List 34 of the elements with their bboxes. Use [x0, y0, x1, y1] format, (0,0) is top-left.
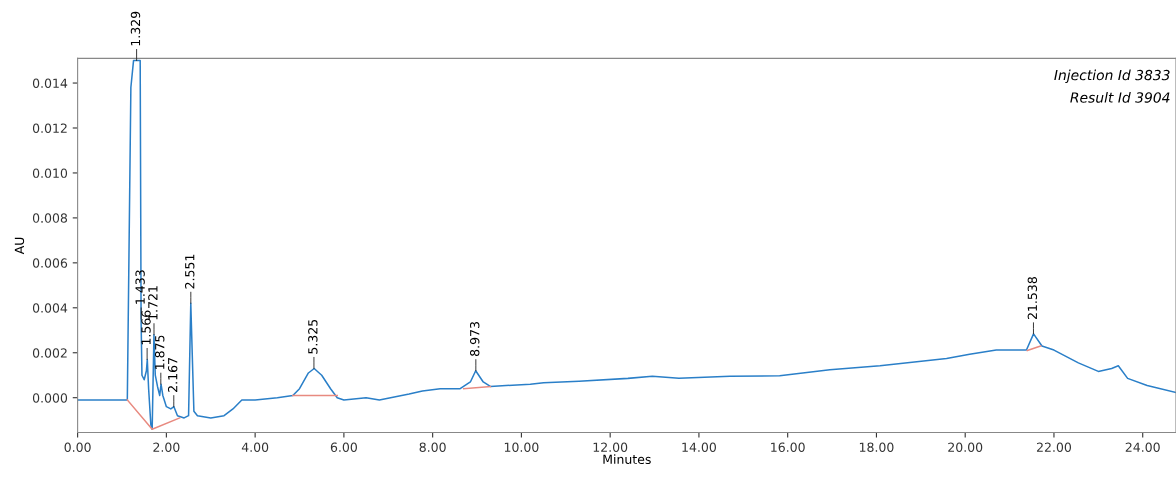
y-axis-title: AU	[14, 237, 25, 255]
annotation: Injection Id 3833	[1054, 69, 1170, 83]
y-tick-label: 0.008	[32, 213, 68, 223]
x-tick-label: 16.00	[771, 442, 805, 452]
annotation: 1.875	[155, 335, 165, 369]
x-tick-label: 8.00	[419, 442, 446, 452]
x-tick-label: 0.00	[64, 442, 91, 452]
x-tick-label: 24.00	[1125, 442, 1160, 452]
x-tick-label: 18.00	[859, 442, 894, 452]
x-tick-label: 2.00	[153, 442, 180, 452]
y-tick-label: 0.010	[32, 168, 68, 178]
y-tick-label: 0.006	[32, 258, 68, 268]
y-tick-label: 0.004	[32, 303, 68, 313]
x-tick-label: 4.00	[241, 442, 269, 452]
annotation: Result Id 3904	[1070, 92, 1170, 103]
annotation: 5.325	[308, 319, 318, 354]
x-tick-label: 22.00	[1036, 442, 1072, 452]
x-tick-label: 12.00	[593, 442, 628, 452]
annotation: 2.167	[167, 358, 178, 392]
x-tick-label: 14.00	[682, 442, 716, 452]
y-tick-label: 0.000	[32, 393, 68, 403]
annotation: 1.329	[130, 11, 141, 46]
line-series	[77, 59, 1176, 430]
y-tick-label: 0.002	[32, 348, 67, 358]
x-tick-label: 20.00	[948, 442, 983, 452]
annotation: 2.551	[185, 254, 195, 289]
x-tick-label: 6.00	[330, 442, 357, 452]
annotation: 21.538	[1027, 277, 1038, 320]
annotation: 1.433	[135, 270, 145, 304]
annotation: 8.973	[470, 322, 480, 356]
y-tick-label: 0.014	[32, 78, 68, 88]
x-tick-label: 10.00	[504, 442, 539, 452]
y-tick-label: 0.012	[32, 123, 67, 133]
x-axis-title: Minutes	[603, 454, 651, 465]
